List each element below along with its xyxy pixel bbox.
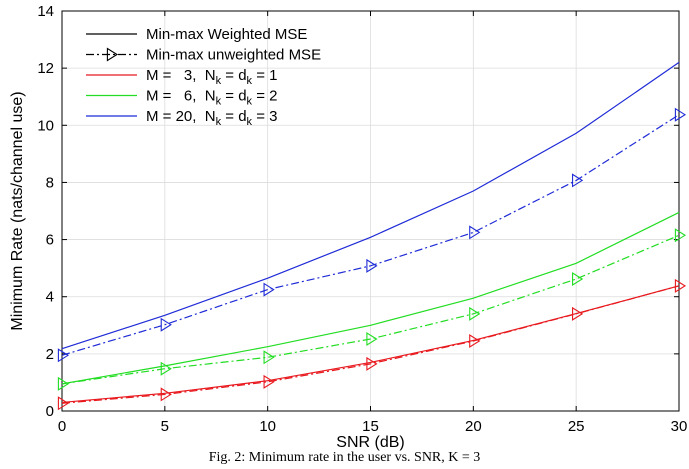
legend-label: Min-max Weighted MSE xyxy=(146,26,307,43)
x-tick-label: 20 xyxy=(465,418,482,435)
x-tick-label: 30 xyxy=(671,418,688,435)
series-green-weighted xyxy=(61,211,680,385)
legend-subscript: k xyxy=(247,96,253,108)
series-line xyxy=(61,61,680,350)
y-tick-label: 4 xyxy=(46,289,54,306)
series-line xyxy=(61,234,680,385)
legend-item: M = 6, Nk = dk = 2 xyxy=(86,88,277,108)
data-point-marker xyxy=(674,107,687,122)
data-point-marker xyxy=(572,272,584,286)
series-blue-unweighted xyxy=(57,107,687,363)
legend-label: M = 3, Nk = dk = 1 xyxy=(146,67,277,87)
legend-label: Min-max unweighted MSE xyxy=(146,47,321,64)
x-tick-label: 10 xyxy=(259,418,276,435)
data-point-marker xyxy=(160,317,172,332)
data-point-marker xyxy=(366,258,378,273)
legend: Min-max Weighted MSE Min-max unweighted M… xyxy=(86,26,321,128)
x-tick-label: 15 xyxy=(362,418,379,435)
series-line xyxy=(61,285,680,404)
series-line xyxy=(61,114,680,356)
legend-item: M = 3, Nk = dk = 1 xyxy=(86,67,277,87)
x-axis-label: SNR (dB) xyxy=(336,434,404,451)
series-line xyxy=(61,211,680,385)
series-red-unweighted xyxy=(57,278,687,411)
legend-text: = 3 xyxy=(252,108,277,125)
data-point-marker xyxy=(160,387,172,402)
x-tick-label: 0 xyxy=(58,418,66,435)
data-point-marker xyxy=(674,228,687,243)
data-point-marker xyxy=(263,374,275,389)
data-point-marker xyxy=(263,350,275,365)
legend-label: M = 20, Nk = dk = 3 xyxy=(146,108,277,128)
x-tick-label: 5 xyxy=(161,418,169,435)
legend-subscript: k xyxy=(247,75,253,87)
series-red-weighted xyxy=(61,285,680,404)
legend-subscript: k xyxy=(216,96,222,108)
data-point-marker xyxy=(160,361,172,376)
legend-text: = 2 xyxy=(252,88,277,105)
data-point-marker xyxy=(366,356,378,371)
x-tick-label: 25 xyxy=(568,418,585,435)
legend-subscript: k xyxy=(216,116,222,128)
legend-text: M = 3, N xyxy=(146,67,216,84)
data-point-marker xyxy=(469,334,481,348)
y-axis-label: Minimum Rate (nats/channel use) xyxy=(9,91,26,330)
data-point-marker xyxy=(57,396,70,411)
data-point-marker xyxy=(366,332,378,346)
y-tick-label: 10 xyxy=(37,117,54,134)
y-tick-label: 8 xyxy=(46,174,54,191)
y-tick-label: 0 xyxy=(46,403,54,420)
series-blue-weighted xyxy=(61,61,680,350)
data-point-marker xyxy=(572,173,584,188)
data-point-marker xyxy=(57,348,70,363)
legend-text: = 1 xyxy=(252,67,277,84)
legend-text: M = 20, N xyxy=(146,108,216,125)
data-point-marker xyxy=(469,306,481,321)
data-point-marker xyxy=(57,376,70,391)
legend-item: Min-max unweighted MSE xyxy=(86,47,321,64)
legend-subscript: k xyxy=(216,75,222,87)
legend-text: = d xyxy=(221,88,246,105)
series-green-unweighted xyxy=(57,228,687,391)
legend-marker xyxy=(106,47,119,62)
y-tick-label: 12 xyxy=(37,60,54,77)
figure-caption: Fig. 2: Minimum rate in the user vs. SNR… xyxy=(208,450,481,464)
legend-text: = d xyxy=(221,108,246,125)
legend-subscript: k xyxy=(247,116,253,128)
y-tick-label: 6 xyxy=(46,232,54,249)
legend-text: M = 6, N xyxy=(146,88,216,105)
y-tick-label: 14 xyxy=(37,3,54,20)
data-point-marker xyxy=(263,282,275,297)
y-tick-label: 2 xyxy=(46,346,54,363)
series-line xyxy=(61,285,680,404)
legend-label: M = 6, Nk = dk = 2 xyxy=(146,88,277,108)
data-point-marker xyxy=(674,278,687,293)
data-point-marker xyxy=(469,225,481,240)
legend-item: M = 20, Nk = dk = 3 xyxy=(86,108,277,128)
legend-item: Min-max Weighted MSE xyxy=(86,26,307,43)
data-point-marker xyxy=(572,306,584,321)
legend-text: = d xyxy=(221,67,246,84)
